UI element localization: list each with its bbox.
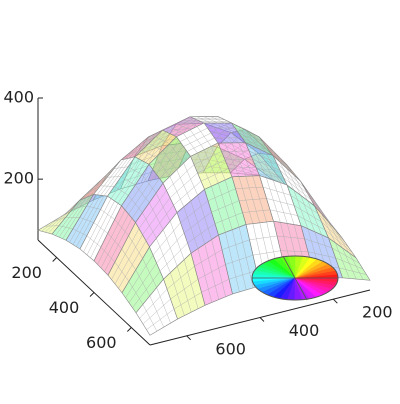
- z-tick-label: 200: [3, 169, 34, 188]
- x-tick: [53, 258, 57, 262]
- x-tick: [90, 293, 94, 297]
- x-tick-label: 400: [49, 298, 80, 317]
- y-tick-label: 400: [289, 321, 320, 340]
- z-tick-label: 400: [3, 88, 34, 107]
- x-tick: [127, 328, 131, 332]
- y-tick-label: 600: [215, 339, 246, 358]
- x-tick-label: 200: [11, 263, 42, 282]
- y-tick: [187, 336, 191, 340]
- x-tick-label: 600: [86, 333, 117, 352]
- y-tick-label: 200: [362, 303, 393, 322]
- color-wheel: [252, 256, 338, 300]
- y-tick: [333, 299, 337, 303]
- y-tick: [260, 318, 264, 322]
